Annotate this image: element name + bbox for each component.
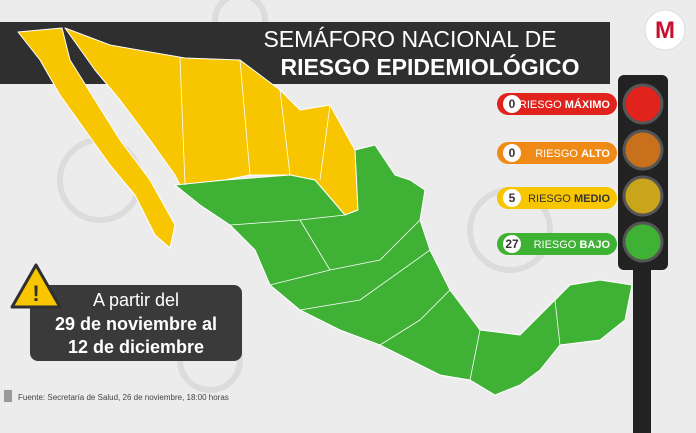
title-line-2: RIESGO EPIDEMIOLÓGICO	[280, 53, 579, 80]
legend-count: 27	[505, 237, 519, 251]
baja-california	[17, 27, 176, 249]
date-line-2: 29 de noviembre al	[55, 314, 217, 334]
lamp-red	[622, 83, 664, 125]
legend-label: RIESGO BAJO	[534, 239, 611, 251]
date-line-1: A partir del	[93, 290, 179, 310]
legend-pill	[497, 93, 617, 115]
legend-pill	[497, 233, 617, 255]
legend-prefix: RIESGO	[535, 148, 578, 160]
legend-count-badge	[501, 233, 523, 255]
traffic-light-housing	[618, 75, 668, 270]
legend-label: RIESGO ALTO	[535, 148, 610, 160]
map	[17, 27, 633, 396]
lamp-yellow	[622, 175, 664, 217]
warning-mark: !	[32, 281, 39, 306]
lamp-orange	[622, 129, 664, 171]
legend-prefix: RIESGO	[519, 99, 562, 111]
legend: 0 RIESGO MÁXIMO 0 RIESGO ALTO 5 RIESGO M…	[497, 93, 617, 255]
logo-circle	[644, 9, 686, 51]
logo: M	[655, 17, 675, 44]
legend-count-badge	[501, 93, 523, 115]
traffic-light-post	[633, 265, 651, 433]
legend-count: 5	[509, 191, 516, 205]
source: Fuente: Secretaría de Salud, 26 de novie…	[18, 393, 229, 402]
legend-level: BAJO	[579, 239, 610, 251]
warning-icon	[10, 263, 62, 309]
legend-pill	[497, 187, 617, 209]
legend-count-badge	[501, 142, 523, 164]
state-borders	[179, 57, 561, 381]
legend-label: RIESGO MÁXIMO	[519, 98, 611, 111]
legend-prefix: RIESGO	[528, 193, 571, 205]
legend-pill	[497, 142, 617, 164]
legend-level: MÁXIMO	[565, 98, 611, 111]
date-box	[30, 285, 242, 361]
lamp-green	[622, 221, 664, 263]
legend-count-badge	[501, 187, 523, 209]
legend-count: 0	[509, 97, 516, 111]
title-line-1: SEMÁFORO NACIONAL DE	[263, 26, 556, 52]
source-marker	[4, 390, 12, 402]
legend-label: RIESGO MEDIO	[528, 193, 610, 205]
legend-prefix: RIESGO	[534, 239, 577, 251]
legend-count: 0	[509, 146, 516, 160]
central-south-states	[174, 144, 633, 396]
legend-level: MEDIO	[574, 193, 611, 205]
legend-level: ALTO	[581, 148, 610, 160]
date-line-3: 12 de diciembre	[68, 337, 204, 357]
